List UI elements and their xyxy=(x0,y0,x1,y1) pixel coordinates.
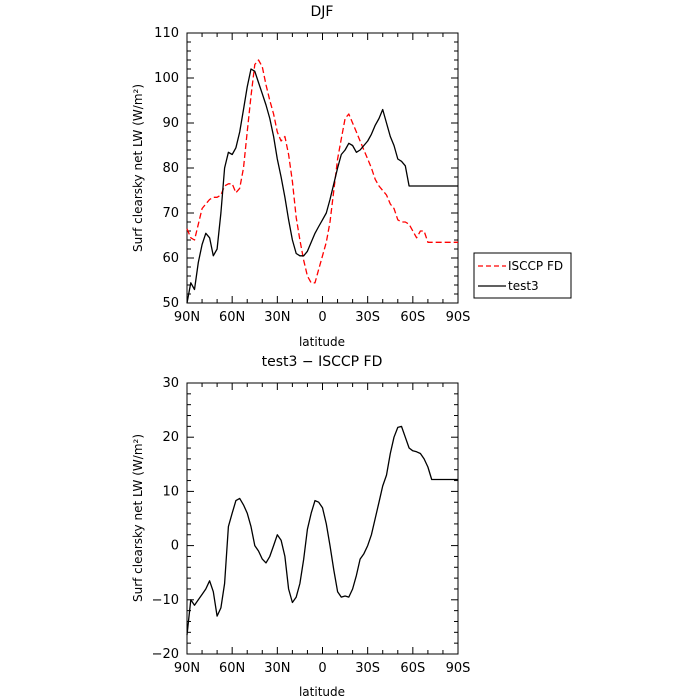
x-tick-label: 30S xyxy=(355,310,380,325)
y-tick-label: 90 xyxy=(162,116,179,131)
x-tick-label: 60N xyxy=(219,661,245,676)
y-tick-label: 20 xyxy=(162,430,179,445)
x-tick-label: 60S xyxy=(400,661,425,676)
y-tick-label: 100 xyxy=(154,71,179,86)
y-tick-label: 10 xyxy=(162,484,179,499)
top-series-group xyxy=(186,59,458,304)
top-plot-frame xyxy=(186,32,459,304)
series-line xyxy=(186,68,458,304)
y-tick-label: 110 xyxy=(154,26,179,41)
bottom-x-axis: 90N 60N 30N 0 30S 60S 90S xyxy=(174,383,471,676)
y-tick-label: −10 xyxy=(152,593,179,608)
series-line xyxy=(186,59,458,284)
legend-box xyxy=(473,252,572,299)
bottom-x-axis-label: latitude xyxy=(299,685,345,699)
x-tick-label: 0 xyxy=(318,661,326,676)
legend-label-test3: test3 xyxy=(508,279,539,293)
top-chart-title: DJF xyxy=(311,4,334,20)
series-line xyxy=(186,425,458,636)
x-tick-label: 30N xyxy=(264,310,290,325)
bottom-chart-panel: test3 − ISCCP FD −20 −10 0 10 20 30 90N 60N 30N… xyxy=(131,354,470,699)
y-tick-label: 80 xyxy=(162,161,179,176)
y-tick-label: 70 xyxy=(162,206,179,221)
x-tick-label: 30S xyxy=(355,661,380,676)
legend: ISCCP FD test3 xyxy=(473,252,572,299)
bottom-chart-title: test3 − ISCCP FD xyxy=(262,354,383,370)
top-y-axis: 50 60 70 80 90 100 110 xyxy=(154,26,458,311)
x-tick-label: 90N xyxy=(174,310,200,325)
top-y-axis-label: Surf clearsky net LW (W/m²) xyxy=(131,84,145,252)
x-tick-label: 90N xyxy=(174,661,200,676)
x-tick-label: 60N xyxy=(219,310,245,325)
x-tick-label: 90S xyxy=(446,310,471,325)
x-tick-label: 30N xyxy=(264,661,290,676)
legend-label-isccp: ISCCP FD xyxy=(508,259,563,273)
bottom-y-axis: −20 −10 0 10 20 30 xyxy=(152,376,458,662)
x-tick-label: 60S xyxy=(400,310,425,325)
bottom-series-group xyxy=(186,425,458,636)
y-tick-label: −20 xyxy=(152,647,179,662)
y-tick-label: 0 xyxy=(171,539,179,554)
bottom-plot-frame xyxy=(186,382,459,655)
y-tick-label: 30 xyxy=(162,376,179,391)
top-chart-panel: DJF 50 60 70 80 90 100 110 90N 60N 30N 0 30S 60S 90S… xyxy=(131,4,470,349)
y-tick-label: 60 xyxy=(162,251,179,266)
y-tick-label: 50 xyxy=(162,296,179,311)
bottom-y-axis-label: Surf clearsky net LW (W/m²) xyxy=(131,434,145,602)
top-x-axis-label: latitude xyxy=(299,335,345,349)
top-x-axis: 90N 60N 30N 0 30S 60S 90S xyxy=(174,33,471,325)
x-tick-label: 0 xyxy=(318,310,326,325)
x-tick-label: 90S xyxy=(446,661,471,676)
